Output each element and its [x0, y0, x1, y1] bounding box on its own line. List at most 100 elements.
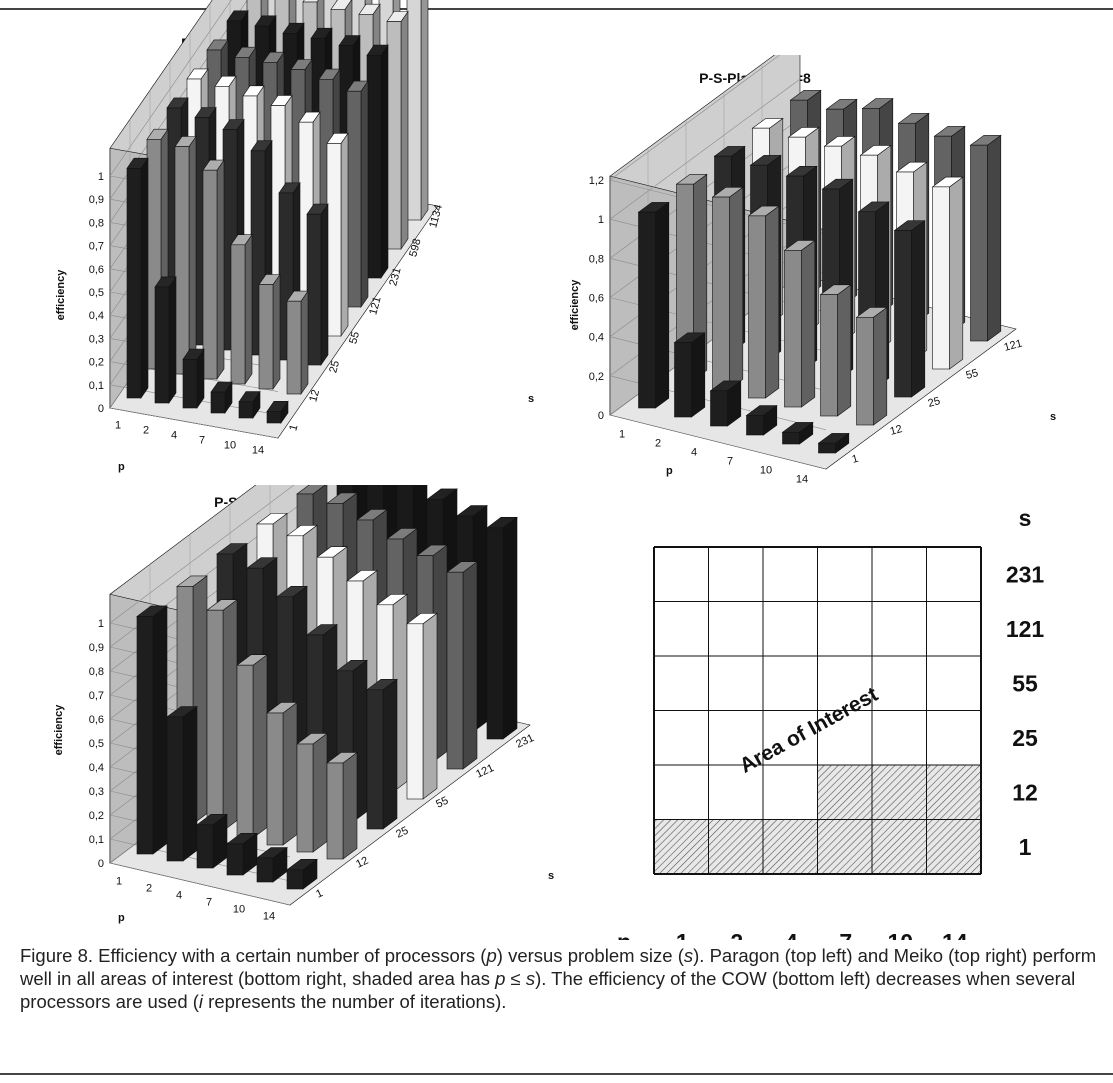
s-row-label: 25: [1012, 725, 1038, 751]
chart-meiko-svg: P-S-Plane for i=800,20,40,60,811,2effici…: [569, 55, 1056, 486]
bar: [366, 54, 382, 279]
y-tick-label: 0,9: [89, 194, 104, 206]
bar: [406, 0, 422, 221]
y-tick-label: 0,4: [589, 332, 604, 344]
bar: [296, 743, 314, 853]
shaded-cell: [926, 819, 981, 874]
chart-paragon: P-S-Plane for i=800,10,20,30,40,50,60,70…: [0, 0, 560, 488]
p-tick-label: 14: [796, 474, 808, 486]
wall-gridline: [609, 78, 801, 220]
p-tick-label: 10: [224, 440, 236, 452]
bar: [486, 527, 504, 740]
bar: [166, 716, 184, 862]
bar-side: [342, 751, 358, 860]
shaded-cell: [872, 765, 927, 820]
p-axis-label: p: [118, 912, 125, 924]
p-tick-label: 7: [727, 456, 733, 468]
s-tick-label: 12: [354, 855, 370, 871]
bar-side: [420, 0, 429, 221]
bar-side: [152, 605, 168, 855]
bar: [196, 824, 214, 869]
bar-side: [272, 273, 281, 390]
p-tick-label: 4: [171, 430, 177, 442]
bar: [638, 211, 656, 409]
s-axis-label: s: [548, 870, 554, 882]
s-row-label: 1: [1019, 834, 1032, 860]
caption-text-1: Figure 8. Efficiency with a certain numb…: [20, 945, 487, 966]
bar-side: [422, 612, 438, 800]
bar: [226, 843, 244, 876]
bar: [266, 712, 284, 846]
shaded-cell: [763, 819, 818, 874]
chart-meiko: P-S-Plane for i=800,20,40,60,811,2effici…: [560, 55, 1113, 495]
s-tick-label: 25: [927, 395, 942, 410]
bar: [346, 90, 362, 308]
p-tick-label: 10: [233, 904, 245, 916]
caption-text-5: ). The efficiency of the COW (bottom lef…: [20, 968, 1076, 1012]
shaded-cell: [926, 765, 981, 820]
p-col-label: 4: [785, 929, 798, 940]
bar-side: [216, 159, 225, 380]
bar-side: [182, 705, 198, 862]
bar: [366, 689, 384, 830]
bar: [210, 391, 226, 414]
s-tick-label: 1: [851, 453, 860, 466]
s-tick-label: 55: [347, 330, 362, 345]
wall-gridline: [109, 862, 291, 906]
bar: [182, 358, 198, 409]
y-tick-label: 0,5: [89, 287, 104, 299]
p-tick-label: 2: [655, 438, 661, 450]
y-tick-label: 0,4: [89, 310, 104, 322]
s-axis-label: s: [528, 393, 534, 405]
bar-side: [380, 44, 389, 279]
area-of-interest-diagram: 2311215525121sp12471014Area of Interest: [590, 490, 1100, 940]
bar: [710, 390, 728, 427]
p-tick-label: 7: [199, 435, 205, 447]
bar-side: [140, 157, 149, 399]
bar: [406, 623, 424, 800]
s-axis-label: s: [1050, 411, 1056, 423]
bar-side: [655, 201, 670, 409]
caption-text-2: ) versus problem size (: [496, 945, 684, 966]
bar-side: [300, 290, 309, 395]
bar-side: [873, 306, 888, 426]
bar: [782, 431, 800, 445]
s-tick-label: 12: [307, 388, 322, 403]
p-tick-label: 1: [619, 429, 625, 441]
bar: [326, 762, 344, 860]
p-col-label: 2: [730, 929, 743, 940]
caption-italic-p2: p: [495, 968, 506, 989]
frame-top-rule: [0, 8, 1113, 10]
bar-side: [312, 732, 328, 853]
bar: [746, 415, 764, 436]
bar-side: [462, 561, 478, 770]
p-axis-label: p: [118, 461, 125, 473]
y-tick-label: 1,2: [589, 175, 604, 187]
s-row-label: 12: [1012, 779, 1038, 805]
s-row-label: 121: [1006, 616, 1045, 642]
y-axis-label: efficiency: [55, 269, 67, 321]
s-tick-label: 25: [394, 825, 410, 841]
s-tick-label: 1134: [427, 203, 445, 229]
p-tick-label: 14: [252, 445, 264, 457]
bar: [236, 664, 254, 839]
bar: [154, 286, 170, 404]
y-tick-label: 0,6: [89, 714, 104, 726]
p-axis-label: p: [666, 465, 673, 477]
caption-italic-p: p: [486, 945, 497, 966]
s-tick-label: 25: [327, 359, 342, 374]
bar: [286, 869, 304, 890]
bar: [784, 250, 802, 408]
bar: [932, 186, 950, 370]
y-tick-label: 0,5: [89, 738, 104, 750]
bar-side: [320, 203, 329, 366]
chart-paragon-svg: P-S-Plane for i=800,10,20,30,40,50,60,70…: [55, 0, 534, 473]
y-tick-label: 0,2: [89, 810, 104, 822]
bar-side: [222, 599, 238, 832]
s-tick-label: 598: [407, 237, 423, 258]
wall-gridline: [609, 55, 781, 181]
y-tick-label: 0,8: [589, 253, 604, 265]
y-tick-label: 0,7: [89, 241, 104, 253]
p-tick-label: 7: [206, 897, 212, 909]
y-tick-label: 0: [98, 858, 104, 870]
